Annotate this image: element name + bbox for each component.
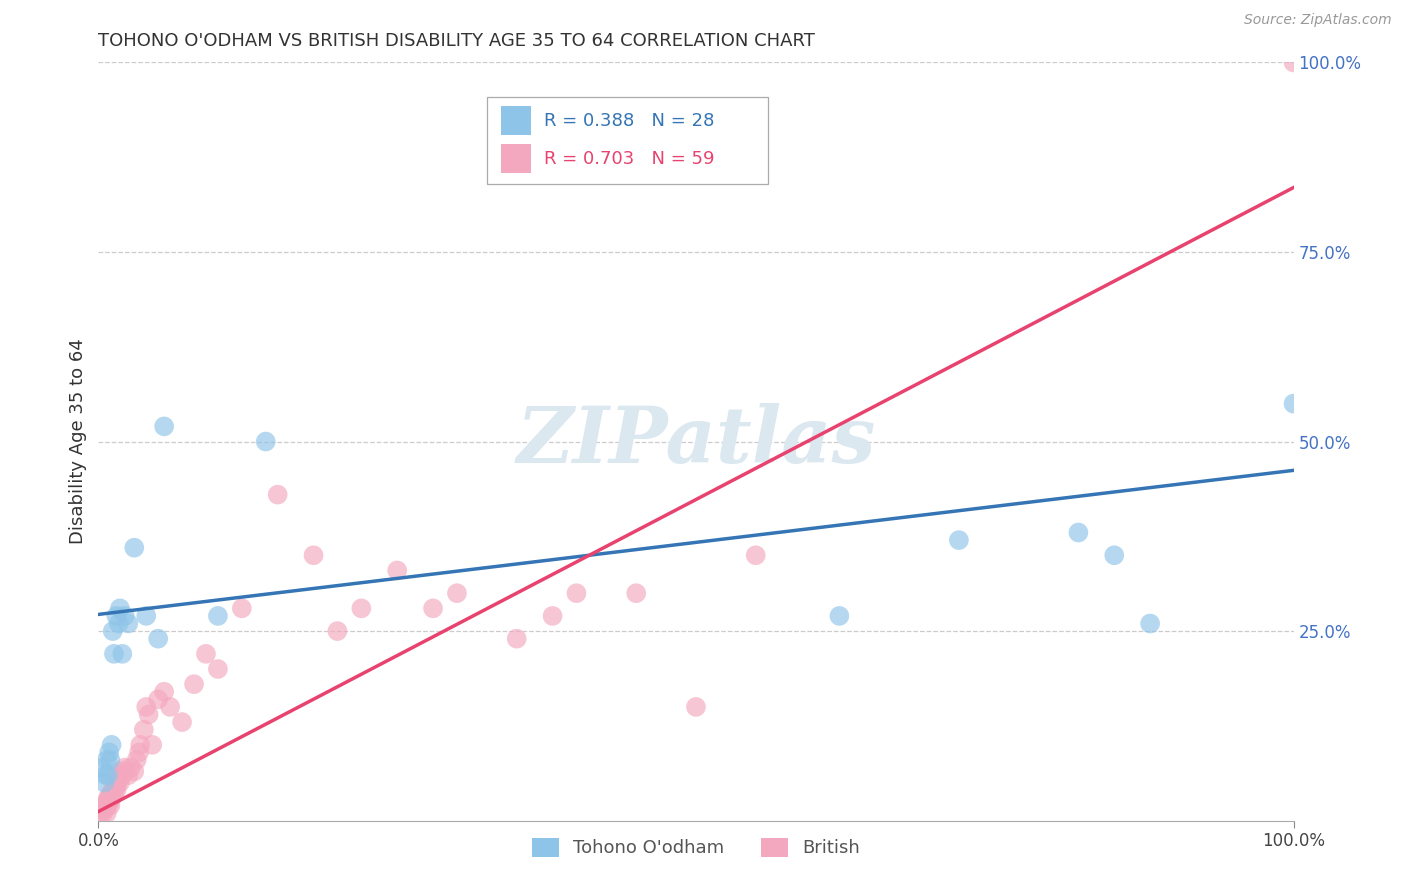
Point xyxy=(153,419,176,434)
Point xyxy=(1139,616,1161,631)
Point xyxy=(132,723,155,737)
Point xyxy=(98,798,122,813)
Point xyxy=(94,768,117,782)
Point xyxy=(1104,548,1126,563)
Point xyxy=(1282,396,1305,410)
Point xyxy=(93,802,115,816)
Point xyxy=(125,753,148,767)
Point xyxy=(745,548,768,563)
Point xyxy=(107,768,129,782)
FancyBboxPatch shape xyxy=(501,106,531,136)
Point xyxy=(110,764,132,779)
Point xyxy=(98,746,121,760)
Point xyxy=(541,608,564,623)
Point xyxy=(117,768,139,782)
Point xyxy=(105,608,128,623)
FancyBboxPatch shape xyxy=(501,145,531,173)
Point xyxy=(96,806,118,821)
Point xyxy=(90,806,112,821)
Point xyxy=(105,783,128,797)
Point xyxy=(195,647,218,661)
Point xyxy=(422,601,444,615)
Point xyxy=(1067,525,1090,540)
Point xyxy=(141,738,163,752)
Point xyxy=(685,699,707,714)
Point xyxy=(93,776,115,790)
Point xyxy=(115,764,138,779)
Text: R = 0.703   N = 59: R = 0.703 N = 59 xyxy=(544,150,714,168)
Point xyxy=(172,715,194,730)
Point xyxy=(108,601,131,615)
Point xyxy=(148,692,170,706)
Point xyxy=(114,608,136,623)
Point xyxy=(94,798,117,813)
Point xyxy=(105,780,128,794)
Point xyxy=(93,798,115,813)
Point xyxy=(207,608,229,623)
Point xyxy=(350,601,373,615)
Point xyxy=(565,586,588,600)
Point xyxy=(97,798,120,813)
Text: Source: ZipAtlas.com: Source: ZipAtlas.com xyxy=(1244,13,1392,28)
Point xyxy=(98,795,121,809)
Point xyxy=(828,608,851,623)
Point xyxy=(117,616,139,631)
Point xyxy=(111,647,134,661)
Text: TOHONO O'ODHAM VS BRITISH DISABILITY AGE 35 TO 64 CORRELATION CHART: TOHONO O'ODHAM VS BRITISH DISABILITY AGE… xyxy=(98,32,815,50)
FancyBboxPatch shape xyxy=(486,96,768,184)
Point xyxy=(100,791,122,805)
Point xyxy=(1282,55,1305,70)
Point xyxy=(183,677,205,691)
Point xyxy=(948,533,970,548)
Point xyxy=(108,776,131,790)
Point xyxy=(107,776,129,790)
Point xyxy=(128,746,150,760)
Point xyxy=(96,795,118,809)
Point xyxy=(91,802,114,816)
Point xyxy=(385,564,409,578)
Point xyxy=(135,608,157,623)
Point xyxy=(101,624,124,639)
Point xyxy=(91,806,114,821)
Point xyxy=(231,601,253,615)
Point xyxy=(267,487,290,501)
Point xyxy=(159,699,181,714)
Point xyxy=(114,760,136,774)
Text: R = 0.388   N = 28: R = 0.388 N = 28 xyxy=(544,112,714,130)
Point xyxy=(135,699,157,714)
Point xyxy=(124,541,146,555)
Point xyxy=(107,616,129,631)
Point xyxy=(254,434,277,449)
Y-axis label: Disability Age 35 to 64: Disability Age 35 to 64 xyxy=(69,339,87,544)
Point xyxy=(129,738,152,752)
Point xyxy=(111,768,134,782)
Point xyxy=(506,632,529,646)
Point xyxy=(207,662,229,676)
Point xyxy=(302,548,325,563)
Point xyxy=(97,768,120,782)
Point xyxy=(98,787,122,801)
Point xyxy=(148,632,170,646)
Point xyxy=(101,783,124,797)
Point xyxy=(626,586,648,600)
Point xyxy=(103,787,125,801)
Point xyxy=(91,760,114,774)
Point xyxy=(98,791,121,805)
Point xyxy=(98,753,122,767)
Text: ZIPatlas: ZIPatlas xyxy=(516,403,876,480)
Point xyxy=(100,738,122,752)
Point xyxy=(96,753,118,767)
Point xyxy=(446,586,468,600)
Point xyxy=(138,707,160,722)
Point xyxy=(97,791,120,805)
Point xyxy=(153,685,176,699)
Point xyxy=(326,624,349,639)
Point xyxy=(104,776,127,790)
Point xyxy=(103,647,125,661)
Point xyxy=(120,760,142,774)
Point xyxy=(124,764,146,779)
Legend: Tohono O'odham, British: Tohono O'odham, British xyxy=(524,830,868,864)
